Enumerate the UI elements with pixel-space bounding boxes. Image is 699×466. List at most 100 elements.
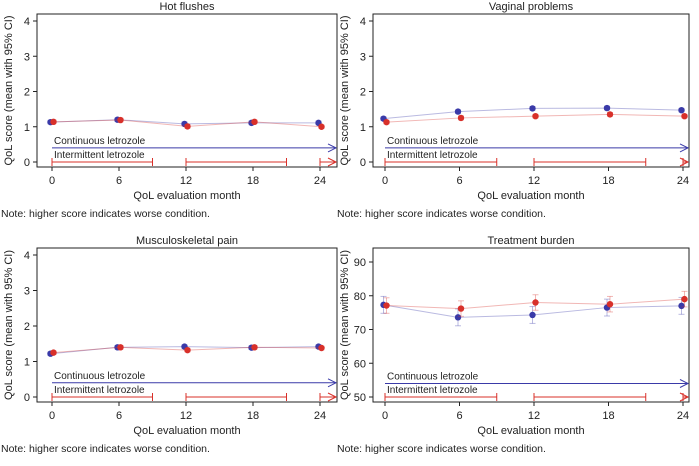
note-text: Note: higher score indicates worse condi… <box>337 208 546 220</box>
x-tick-label: 12 <box>528 410 540 422</box>
data-point <box>529 311 536 319</box>
arrow-head-icon <box>327 378 338 388</box>
y-tick-label: 1 <box>24 122 30 134</box>
y-tick-label: 2 <box>360 87 366 99</box>
chart-title: Treatment burden <box>487 235 574 247</box>
y-tick-label: 1 <box>360 122 366 134</box>
data-point <box>454 108 462 115</box>
arrow-head-icon <box>327 392 338 402</box>
x-axis-label: QoL evaluation month <box>133 190 240 202</box>
y-axis-label: QoL score (mean with 95% CI) <box>339 250 351 400</box>
x-tick-label: 24 <box>677 410 689 422</box>
x-tick-label: 0 <box>49 410 55 422</box>
arrow-head-icon <box>327 143 338 153</box>
y-tick-label: 2 <box>24 321 30 333</box>
x-tick-label: 12 <box>528 175 540 187</box>
data-point <box>457 114 465 122</box>
legend-continuous: Continuous letrozole <box>387 372 479 383</box>
plot-frame <box>372 247 690 403</box>
y-axis-label: QoL score (mean with 95% CI) <box>3 16 15 166</box>
y-tick-label: 0 <box>24 157 30 169</box>
data-point <box>529 105 536 112</box>
data-point <box>454 314 462 321</box>
x-tick-label: 12 <box>180 175 192 187</box>
y-tick-label: 4 <box>24 250 30 262</box>
x-axis-label: QoL evaluation month <box>477 190 584 202</box>
data-point <box>184 346 191 354</box>
arrow-head-icon <box>679 157 690 167</box>
note-text: Note: higher score indicates worse condi… <box>337 443 546 455</box>
data-point <box>606 300 614 308</box>
data-point <box>532 112 539 120</box>
data-point <box>184 123 191 130</box>
y-tick-label: 80 <box>354 291 366 303</box>
chart-title: Vaginal problems <box>489 1 574 13</box>
legend-continuous: Continuous letrozole <box>54 136 146 147</box>
y-tick-label: 70 <box>354 325 366 337</box>
x-tick-label: 18 <box>247 175 259 187</box>
data-point <box>603 104 611 112</box>
data-point <box>318 123 325 130</box>
legend-intermittent: Intermittent letrozole <box>54 385 145 396</box>
data-point <box>50 349 57 356</box>
data-point <box>606 111 614 118</box>
chart-title: Musculoskeletal pain <box>136 235 238 247</box>
data-point <box>681 112 688 120</box>
y-tick-label: 2 <box>24 87 30 99</box>
data-point <box>383 302 390 309</box>
arrow-head-icon <box>679 143 690 153</box>
data-point <box>251 344 258 351</box>
y-tick-label: 4 <box>360 16 366 28</box>
data-point <box>457 305 465 312</box>
x-tick-label: 0 <box>382 175 388 187</box>
legend-intermittent: Intermittent letrozole <box>387 385 478 396</box>
x-tick-label: 18 <box>247 410 259 422</box>
data-point <box>532 299 539 306</box>
y-tick-label: 3 <box>24 51 30 63</box>
legend-continuous: Continuous letrozole <box>54 371 146 382</box>
plot-frame <box>372 13 690 168</box>
x-tick-label: 24 <box>677 175 689 187</box>
x-axis-label: QoL evaluation month <box>477 425 584 437</box>
data-point <box>678 106 685 114</box>
x-tick-label: 12 <box>180 410 192 422</box>
chart-title: Hot flushes <box>159 1 215 13</box>
y-tick-label: 3 <box>360 51 366 63</box>
y-tick-label: 1 <box>24 357 30 369</box>
y-tick-label: 3 <box>24 286 30 298</box>
x-tick-label: 24 <box>314 410 326 422</box>
x-tick-label: 18 <box>602 175 614 187</box>
y-tick-label: 50 <box>354 392 366 404</box>
x-tick-label: 6 <box>116 175 122 187</box>
x-tick-label: 0 <box>382 410 388 422</box>
legend-continuous: Continuous letrozole <box>387 136 479 147</box>
y-tick-label: 0 <box>24 392 30 404</box>
data-point <box>383 118 390 126</box>
x-tick-label: 18 <box>602 410 614 422</box>
plot-frame <box>36 13 338 168</box>
y-axis-label: QoL score (mean with 95% CI) <box>3 250 15 400</box>
x-axis-label: QoL evaluation month <box>133 425 240 437</box>
y-axis-label: QoL score (mean with 95% CI) <box>339 16 351 166</box>
data-point <box>50 118 57 126</box>
chart-panel: Treatment burden 50 60 70 80 90 0 6 12 18 24 QoL ev… <box>337 235 690 455</box>
note-text: Note: higher score indicates worse condi… <box>1 443 210 455</box>
y-tick-label: 90 <box>354 257 366 269</box>
note-text: Note: higher score indicates worse condi… <box>1 208 210 220</box>
data-point <box>251 118 258 126</box>
y-tick-label: 0 <box>360 157 366 169</box>
data-point <box>117 116 124 124</box>
x-tick-label: 6 <box>116 410 122 422</box>
arrow-head-icon <box>679 379 690 388</box>
legend-intermittent: Intermittent letrozole <box>387 150 478 161</box>
data-point <box>678 302 685 310</box>
data-point <box>318 344 325 352</box>
arrow-head-icon <box>327 157 338 167</box>
y-tick-label: 4 <box>24 16 30 28</box>
legend-intermittent: Intermittent letrozole <box>54 150 145 161</box>
y-tick-label: 60 <box>354 358 366 370</box>
